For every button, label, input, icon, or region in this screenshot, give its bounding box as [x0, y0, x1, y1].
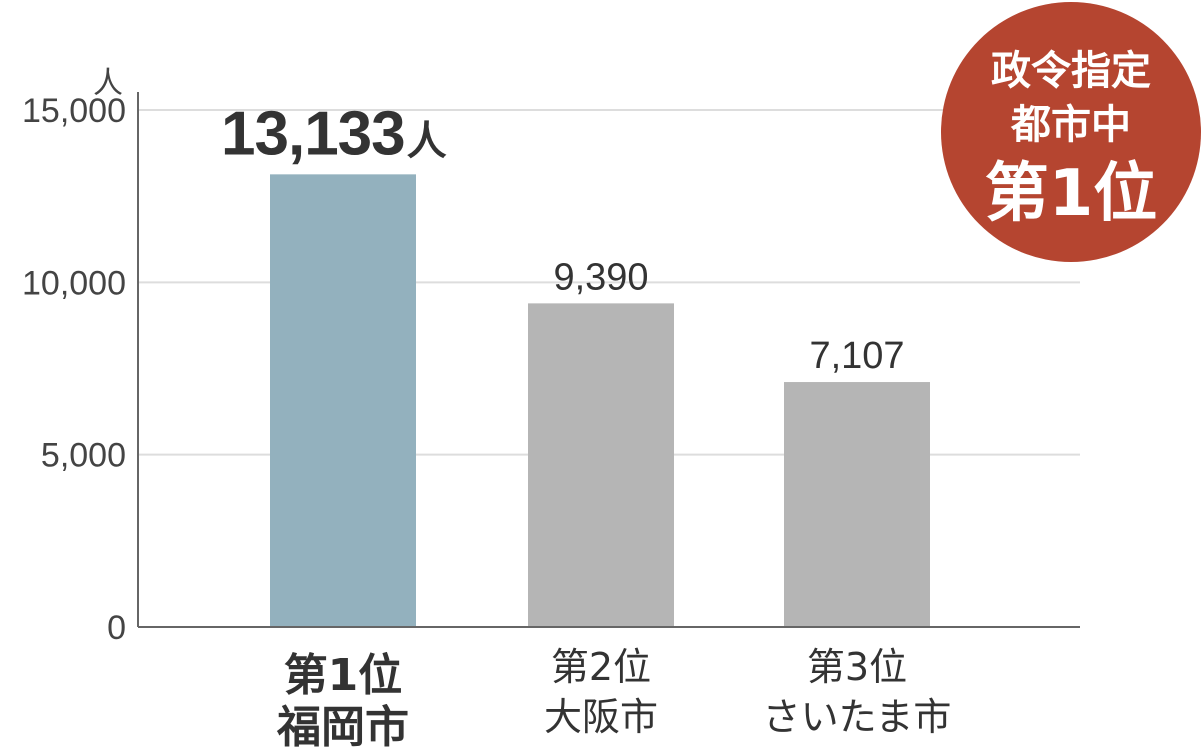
- bar-1: [270, 174, 416, 627]
- category-city-2: 大阪市: [544, 695, 658, 739]
- y-tick-label: 15,000: [22, 92, 126, 130]
- value-label-3: 7,107: [809, 335, 904, 377]
- ranking-badge: 政令指定 都市中 第1位: [941, 2, 1201, 262]
- badge-circle: [941, 2, 1201, 262]
- axes: [137, 92, 1080, 628]
- bar-3: [784, 382, 930, 627]
- value-label-2: 9,390: [553, 256, 648, 298]
- category-city-3: さいたま市: [763, 695, 952, 739]
- value-label-unit: 人: [407, 118, 447, 164]
- category-rank-1: 第1位: [284, 650, 403, 701]
- badge-line-3: 第1位: [985, 157, 1158, 231]
- badge-line-1: 政令指定: [991, 48, 1151, 94]
- y-tick-label: 0: [107, 609, 126, 647]
- bars: [270, 174, 930, 627]
- category-city-1: 福岡市: [276, 702, 409, 750]
- bar-2: [528, 303, 674, 627]
- y-axis-unit-label: 人: [93, 66, 123, 101]
- y-tick-label: 10,000: [22, 264, 126, 302]
- y-tick-label: 5,000: [41, 437, 126, 475]
- badge-line-2: 都市中: [1010, 102, 1131, 148]
- category-rank-2: 第2位: [551, 645, 651, 689]
- category-rank-3: 第3位: [807, 645, 907, 689]
